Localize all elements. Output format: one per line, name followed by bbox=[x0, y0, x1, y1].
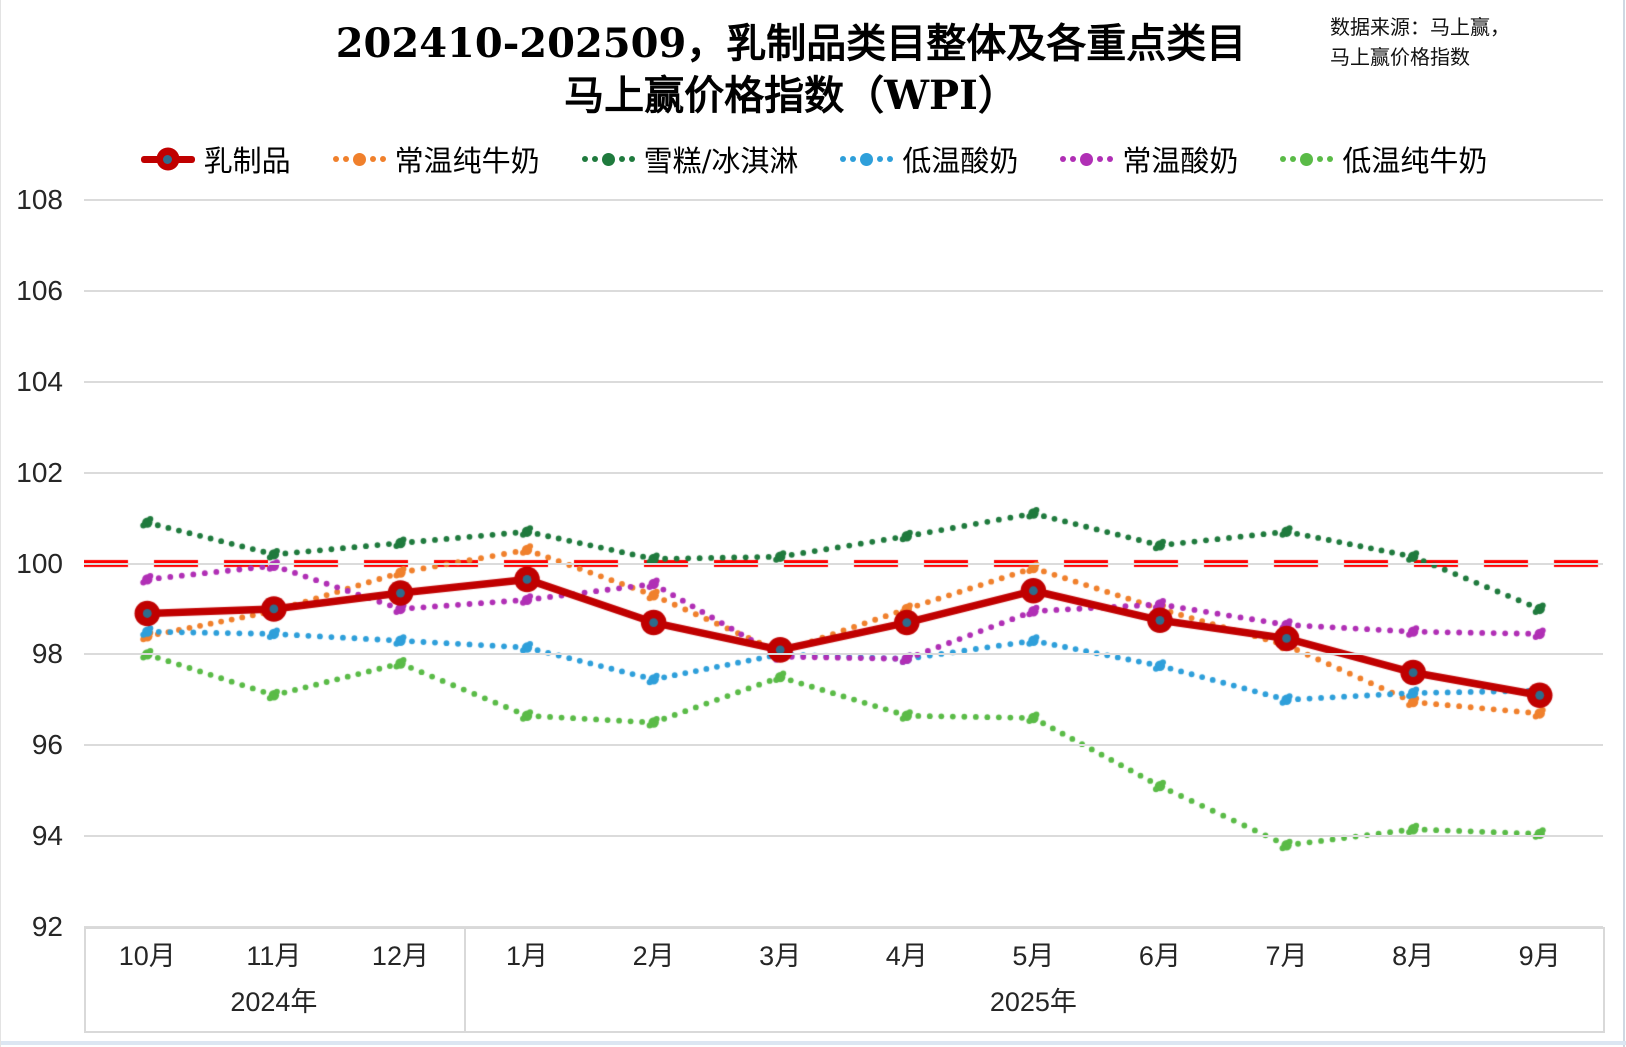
x-axis-month-label: 1月 bbox=[506, 941, 549, 971]
legend-dot bbox=[1097, 156, 1104, 162]
legend-dot bbox=[860, 152, 874, 166]
y-axis-tick-label: 94 bbox=[31, 820, 63, 852]
legend-dot bbox=[850, 156, 857, 162]
legend-dot bbox=[1080, 152, 1094, 166]
legend-dot bbox=[1107, 156, 1114, 162]
chart-title: 202410-202509，乳制品类目整体及各重点类目 马上赢价格指数（WPI） bbox=[1, 18, 1581, 122]
x-axis-month-label: 11月 bbox=[246, 941, 302, 971]
legend-dot bbox=[379, 156, 386, 162]
y-axis-tick-label: 104 bbox=[16, 365, 63, 397]
gridline-108 bbox=[84, 199, 1603, 201]
chart-title-line2: 马上赢价格指数（WPI） bbox=[564, 72, 1018, 119]
y-axis-tick-label: 92 bbox=[31, 911, 63, 942]
y-axis-tick-label: 106 bbox=[16, 274, 63, 306]
data-source-line2: 马上赢价格指数 bbox=[1330, 45, 1470, 69]
x-axis-month-label: 5月 bbox=[1012, 941, 1055, 971]
legend-label: 常温纯牛奶 bbox=[394, 144, 540, 178]
legend-dot bbox=[618, 156, 625, 162]
y-axis-tick-label: 108 bbox=[16, 184, 63, 215]
legend-solid-line-marker bbox=[140, 147, 195, 171]
legend-dot bbox=[332, 156, 339, 162]
x-axis-box-border bbox=[84, 927, 1605, 929]
x-axis-box-border bbox=[463, 927, 466, 1033]
legend-dotted-line-marker bbox=[1060, 152, 1114, 166]
legend-dot bbox=[1290, 156, 1297, 162]
x-axis-month-label: 8月 bbox=[1392, 941, 1435, 971]
legend-label: 常温酸奶 bbox=[1122, 144, 1239, 178]
legend-dot bbox=[591, 156, 598, 162]
x-axis-box-border bbox=[84, 1031, 1605, 1033]
legend-dot bbox=[887, 156, 894, 162]
legend-dot bbox=[877, 156, 884, 162]
x-axis-month-label: 9月 bbox=[1518, 941, 1561, 971]
x-axis-year-label: 2025年 bbox=[989, 987, 1077, 1017]
chart-title-line1: 202410-202509，乳制品类目整体及各重点类目 bbox=[335, 20, 1247, 67]
legend-item-5: 低温纯牛奶 bbox=[1280, 138, 1487, 180]
legend-dot bbox=[601, 152, 615, 166]
y-axis-tick-label: 100 bbox=[16, 547, 63, 579]
legend-dotted-line-marker bbox=[332, 152, 386, 166]
legend-marker-center-dot bbox=[163, 154, 173, 164]
legend-dot bbox=[369, 156, 376, 162]
legend-dot bbox=[1280, 156, 1287, 162]
legend-item-0: 乳制品 bbox=[140, 138, 291, 180]
window-right-border bbox=[1623, 0, 1625, 1047]
gridline-102 bbox=[84, 471, 1603, 474]
legend-dotted-line-marker bbox=[581, 152, 635, 166]
legend-dot bbox=[840, 156, 847, 162]
legend-dot bbox=[1060, 156, 1067, 162]
x-axis-month-label: 3月 bbox=[759, 941, 802, 971]
legend: 乳制品 常温纯牛奶 雪糕/冰淇淋 低温酸奶 常温酸奶 低温纯牛奶 bbox=[1, 138, 1626, 180]
x-axis-box-border bbox=[84, 927, 86, 1033]
gridline-98 bbox=[84, 653, 1603, 656]
x-axis-month-label: 12月 bbox=[371, 941, 429, 971]
gridline-100 bbox=[84, 562, 1603, 565]
data-source-note: 数据来源：马上赢， 马上赢价格指数 bbox=[1330, 12, 1510, 72]
y-axis-tick-label: 98 bbox=[31, 638, 63, 670]
x-axis-month-label: 7月 bbox=[1265, 941, 1308, 971]
gridline-96 bbox=[84, 744, 1603, 747]
legend-dot bbox=[628, 156, 635, 162]
x-axis-month-label: 6月 bbox=[1138, 941, 1181, 971]
x-axis-box-border bbox=[1603, 927, 1605, 1033]
legend-dot bbox=[1300, 152, 1314, 166]
x-axis-month-label: 4月 bbox=[885, 941, 928, 971]
x-axis-month-label: 10月 bbox=[118, 941, 176, 971]
legend-label: 雪糕/冰淇淋 bbox=[643, 144, 799, 178]
x-axis-year-label: 2024年 bbox=[230, 987, 318, 1017]
legend-item-4: 常温酸奶 bbox=[1060, 138, 1238, 180]
legend-dot bbox=[581, 156, 588, 162]
legend-item-3: 低温酸奶 bbox=[840, 138, 1018, 180]
legend-dot bbox=[1070, 156, 1077, 162]
legend-label: 乳制品 bbox=[203, 144, 291, 178]
legend-item-2: 雪糕/冰淇淋 bbox=[581, 138, 799, 180]
legend-label: 低温纯牛奶 bbox=[1342, 144, 1488, 178]
y-axis-tick-label: 96 bbox=[31, 729, 63, 761]
legend-dot bbox=[1317, 156, 1324, 162]
legend-item-1: 常温纯牛奶 bbox=[332, 138, 540, 180]
legend-circle-marker bbox=[156, 147, 180, 171]
gridline-94 bbox=[84, 835, 1603, 838]
legend-dotted-line-marker bbox=[840, 152, 894, 166]
legend-label: 低温酸奶 bbox=[902, 144, 1019, 178]
window-bottom-border bbox=[1, 1041, 1626, 1045]
x-axis-month-label: 2月 bbox=[632, 941, 675, 971]
legend-dotted-line-marker bbox=[1280, 152, 1334, 166]
data-source-line1: 数据来源：马上赢， bbox=[1330, 15, 1510, 39]
gridline-106 bbox=[84, 289, 1603, 292]
legend-dot bbox=[342, 156, 349, 162]
legend-dot bbox=[1327, 156, 1334, 162]
y-axis-tick-label: 102 bbox=[16, 456, 63, 488]
gridline-104 bbox=[84, 380, 1603, 383]
legend-dot bbox=[352, 152, 366, 166]
